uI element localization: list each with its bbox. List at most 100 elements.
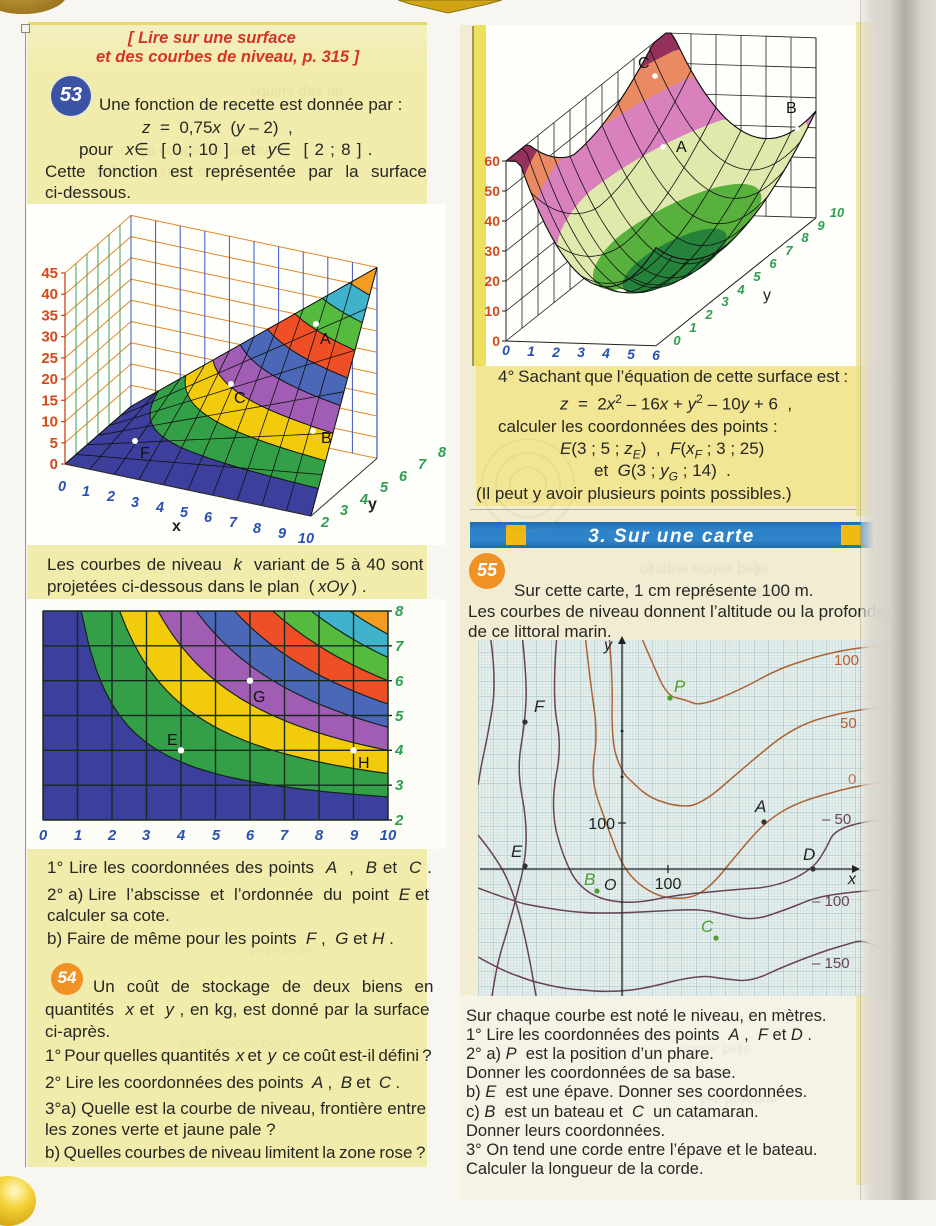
svg-text:– 150: – 150 xyxy=(812,955,850,972)
svg-text:2: 2 xyxy=(551,344,560,360)
svg-text:9: 9 xyxy=(278,526,286,542)
svg-text:35: 35 xyxy=(41,307,58,324)
svg-text:9: 9 xyxy=(350,827,359,844)
svg-text:4: 4 xyxy=(394,742,404,759)
svg-text:y: y xyxy=(763,287,771,304)
svg-text:10: 10 xyxy=(380,827,397,844)
svg-text:4: 4 xyxy=(359,492,368,508)
svg-text:A: A xyxy=(676,139,687,156)
svg-text:0: 0 xyxy=(502,342,510,358)
svg-text:60: 60 xyxy=(484,153,500,169)
svg-text:y: y xyxy=(368,496,377,513)
svg-text:5: 5 xyxy=(380,480,389,496)
svg-text:20: 20 xyxy=(41,371,58,388)
svg-text:50: 50 xyxy=(484,183,500,199)
svg-text:6: 6 xyxy=(769,256,777,271)
svg-text:6: 6 xyxy=(246,827,255,844)
svg-text:A: A xyxy=(320,331,331,348)
svg-text:x: x xyxy=(847,871,857,888)
svg-text:100: 100 xyxy=(655,876,682,893)
svg-text:5: 5 xyxy=(395,708,404,725)
svg-text:5: 5 xyxy=(627,346,635,362)
svg-text:40: 40 xyxy=(41,286,58,303)
svg-text:30: 30 xyxy=(484,243,500,259)
svg-text:4: 4 xyxy=(736,282,745,297)
svg-text:3: 3 xyxy=(721,294,729,309)
svg-text:7: 7 xyxy=(418,457,427,473)
svg-text:0: 0 xyxy=(50,456,58,473)
svg-text:4: 4 xyxy=(176,827,186,844)
svg-text:8: 8 xyxy=(253,521,262,537)
svg-text:5: 5 xyxy=(753,269,761,284)
svg-text:B: B xyxy=(321,430,332,447)
svg-text:45: 45 xyxy=(41,265,58,282)
svg-text:6: 6 xyxy=(399,469,408,485)
svg-text:C: C xyxy=(638,55,650,72)
svg-text:40: 40 xyxy=(484,213,500,229)
svg-text:100: 100 xyxy=(834,652,859,669)
svg-text:3: 3 xyxy=(142,827,151,844)
svg-text:7: 7 xyxy=(785,243,793,258)
svg-text:4: 4 xyxy=(155,500,164,516)
svg-text:7: 7 xyxy=(280,827,289,844)
svg-text:4: 4 xyxy=(601,345,610,361)
svg-text:0: 0 xyxy=(848,771,856,788)
svg-text:6: 6 xyxy=(395,673,404,690)
svg-text:0: 0 xyxy=(492,333,500,349)
svg-text:1: 1 xyxy=(527,343,535,359)
svg-text:E: E xyxy=(167,732,178,749)
svg-text:0: 0 xyxy=(58,479,66,495)
svg-text:6: 6 xyxy=(652,347,660,363)
svg-text:3: 3 xyxy=(577,344,585,360)
svg-text:5: 5 xyxy=(50,435,58,452)
svg-text:8: 8 xyxy=(801,230,809,245)
svg-text:30: 30 xyxy=(41,329,58,346)
svg-text:A: A xyxy=(754,797,766,816)
svg-text:10: 10 xyxy=(298,531,314,545)
svg-text:9: 9 xyxy=(817,218,825,233)
svg-text:1: 1 xyxy=(82,484,90,500)
svg-text:50: 50 xyxy=(840,715,857,732)
svg-text:– 100: – 100 xyxy=(812,893,850,910)
svg-text:10: 10 xyxy=(41,414,58,431)
svg-text:2: 2 xyxy=(704,307,713,322)
svg-text:E: E xyxy=(511,842,523,861)
svg-text:C: C xyxy=(701,917,714,936)
svg-text:10: 10 xyxy=(830,205,845,220)
svg-text:5: 5 xyxy=(180,505,189,521)
svg-text:1: 1 xyxy=(689,320,696,335)
svg-text:P: P xyxy=(674,677,686,696)
svg-text:8: 8 xyxy=(315,827,324,844)
svg-text:8: 8 xyxy=(438,445,446,461)
svg-text:0: 0 xyxy=(39,827,48,844)
svg-text:G: G xyxy=(253,689,265,706)
svg-text:2: 2 xyxy=(394,812,404,829)
svg-text:2: 2 xyxy=(320,515,329,531)
svg-text:C: C xyxy=(234,390,246,407)
svg-text:20: 20 xyxy=(484,273,500,289)
svg-text:5: 5 xyxy=(212,827,221,844)
svg-text:1: 1 xyxy=(74,827,82,844)
svg-text:0: 0 xyxy=(673,333,681,348)
svg-text:15: 15 xyxy=(41,392,58,409)
svg-text:25: 25 xyxy=(41,350,58,367)
svg-text:F: F xyxy=(534,697,546,716)
svg-text:x: x xyxy=(172,518,181,535)
svg-text:2: 2 xyxy=(107,827,117,844)
svg-text:– 50: – 50 xyxy=(822,811,851,828)
svg-text:10: 10 xyxy=(484,303,500,319)
svg-text:100: 100 xyxy=(588,816,615,833)
svg-text:3: 3 xyxy=(395,777,404,794)
svg-text:B: B xyxy=(584,870,595,889)
svg-text:O: O xyxy=(604,877,616,894)
svg-text:D: D xyxy=(803,845,815,864)
svg-text:B: B xyxy=(786,100,797,117)
svg-text:3: 3 xyxy=(131,495,139,511)
svg-text:H: H xyxy=(358,755,370,772)
svg-text:3: 3 xyxy=(340,503,348,519)
svg-text:6: 6 xyxy=(204,510,213,526)
svg-text:7: 7 xyxy=(229,515,238,531)
svg-text:y: y xyxy=(603,637,613,654)
svg-text:8: 8 xyxy=(395,603,404,620)
svg-text:F: F xyxy=(140,445,150,462)
